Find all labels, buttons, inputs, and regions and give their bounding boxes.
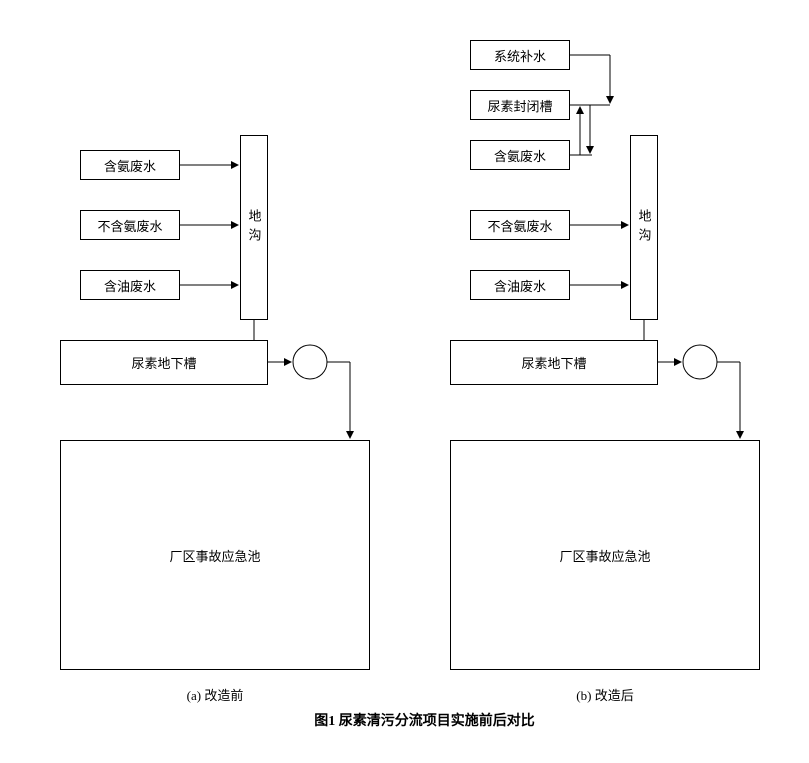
label: 厂区事故应急池 — [169, 546, 260, 565]
left-channel: 地沟 — [240, 135, 268, 320]
label: 含油废水 — [104, 276, 156, 295]
label: 含氨废水 — [104, 156, 156, 175]
label: 尿素地下槽 — [131, 353, 196, 372]
label: 系统补水 — [494, 46, 546, 65]
label: 地沟 — [245, 209, 264, 247]
right-channel: 地沟 — [630, 135, 658, 320]
label: 含油废水 — [494, 276, 546, 295]
left-input-2: 不含氨废水 — [80, 210, 180, 240]
label: 尿素地下槽 — [521, 353, 586, 372]
right-input-1: 不含氨废水 — [470, 210, 570, 240]
label: 含氨废水 — [494, 146, 546, 165]
right-input-2: 含油废水 — [470, 270, 570, 300]
left-input-3: 含油废水 — [80, 270, 180, 300]
label: 不含氨废水 — [97, 216, 162, 235]
diagram-container: 含氨废水 不含氨废水 含油废水 地沟 尿素地下槽 厂区事故应急池 (a) 改造前… — [20, 20, 809, 743]
label: 厂区事故应急池 — [559, 546, 650, 565]
left-sublabel: (a) 改造前 — [60, 685, 370, 704]
label: 不含氨废水 — [487, 216, 552, 235]
label: 尿素封闭槽 — [487, 96, 552, 115]
left-tank: 尿素地下槽 — [60, 340, 268, 385]
label: 地沟 — [635, 209, 654, 247]
left-pool: 厂区事故应急池 — [60, 440, 370, 670]
right-top-1: 系统补水 — [470, 40, 570, 70]
right-top-2: 尿素封闭槽 — [470, 90, 570, 120]
right-tank: 尿素地下槽 — [450, 340, 658, 385]
left-input-1: 含氨废水 — [80, 150, 180, 180]
figure-caption: 图1 尿素清污分流项目实施前后对比 — [20, 710, 809, 730]
right-pool: 厂区事故应急池 — [450, 440, 760, 670]
right-sublabel: (b) 改造后 — [450, 685, 760, 704]
right-top-3: 含氨废水 — [470, 140, 570, 170]
